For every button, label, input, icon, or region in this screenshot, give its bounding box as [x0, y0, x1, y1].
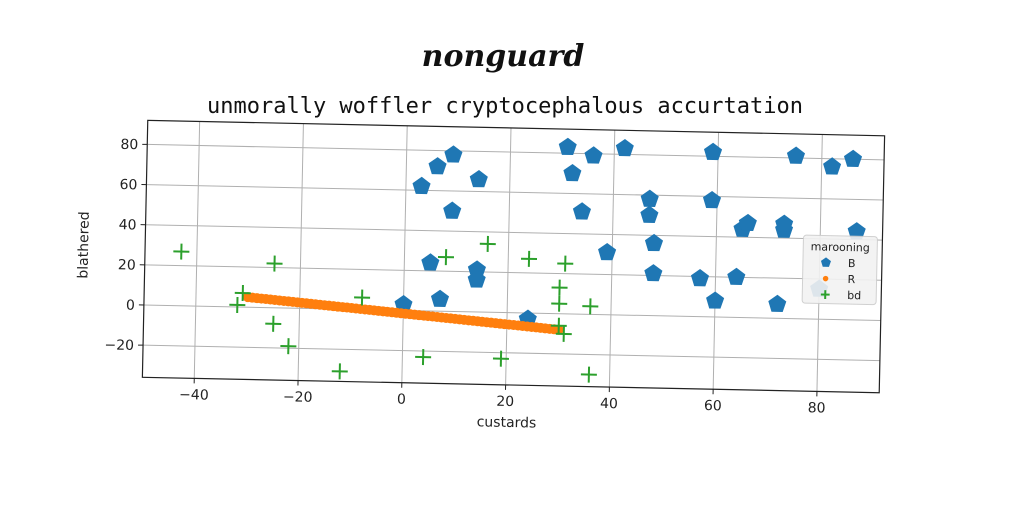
- series-bd-point: [331, 363, 348, 380]
- legend-label-r: R: [847, 273, 855, 286]
- series-b-point: [640, 189, 659, 207]
- series-b-point: [469, 169, 488, 188]
- legend-marker-r: [822, 275, 829, 282]
- plot-frame: [141, 119, 886, 394]
- x-tick-label: 80: [808, 400, 826, 416]
- legend-marker-bd: [820, 290, 830, 299]
- series-bd-point: [580, 366, 597, 383]
- plot-area: −40 −20 0 20 40 60 80 −20 0 20 40 60 80 custards bla…: [75, 119, 886, 432]
- series-bd-point: [582, 298, 599, 315]
- x-axis-label: custards: [477, 414, 537, 431]
- series-bd-point: [551, 295, 568, 312]
- x-gridline: [193, 121, 201, 379]
- y-gridline: [146, 184, 884, 201]
- x-gridline: [712, 132, 720, 390]
- series-b-point: [702, 190, 722, 209]
- series-b-point: [558, 137, 577, 156]
- series-b-point: [727, 267, 746, 286]
- series-b-point: [428, 157, 447, 175]
- legend-label-bd: bd: [847, 289, 861, 302]
- y-tick-label: 80: [120, 137, 138, 153]
- series-b-point: [703, 142, 723, 161]
- legend-box: [801, 234, 878, 306]
- chart-title: unmorally woffler cryptocephalous accurt…: [207, 94, 803, 119]
- series-b-point: [467, 260, 486, 278]
- series-b-point: [572, 202, 592, 220]
- series-b-point: [768, 294, 787, 312]
- series-bd-point: [354, 289, 371, 306]
- x-tick-label: −20: [283, 389, 313, 406]
- series-b-point: [615, 138, 634, 157]
- grid: [143, 121, 885, 392]
- series-bd-point: [551, 279, 568, 296]
- series-b-point: [843, 149, 863, 168]
- series-b-point: [644, 264, 663, 282]
- series-b-point: [412, 176, 431, 195]
- series-bd-point: [415, 349, 432, 366]
- y-tick-label: 0: [126, 298, 135, 314]
- series-b-point: [430, 289, 450, 308]
- y-tick-label: 60: [119, 177, 137, 193]
- y-axis-label: blathered: [75, 211, 92, 279]
- series-b-point: [443, 201, 462, 219]
- series-bd-point: [266, 255, 283, 272]
- y-gridline: [143, 304, 881, 321]
- series-b-point: [640, 205, 659, 223]
- y-gridline: [143, 344, 880, 362]
- y-gridline: [147, 143, 885, 161]
- x-tick-label: −40: [179, 387, 209, 404]
- series-bd-point: [280, 338, 297, 355]
- x-gridline: [297, 123, 304, 381]
- legend-label-b: B: [848, 257, 856, 270]
- series-b-point: [563, 163, 582, 182]
- series-bd-point: [437, 249, 455, 266]
- legend-marker-b: [820, 257, 831, 267]
- series-b-point: [690, 269, 710, 287]
- series-bd-point: [555, 325, 572, 342]
- series-bd-point: [479, 235, 496, 252]
- series-b-point: [584, 146, 603, 164]
- series-bd-point: [265, 315, 282, 332]
- x-gridline: [505, 127, 512, 385]
- series-b-point: [598, 242, 617, 261]
- y-gridline: [144, 264, 882, 281]
- series-b-point: [421, 253, 440, 271]
- legend-title: marooning: [811, 240, 870, 254]
- series-bd-point: [173, 243, 190, 260]
- x-gridline: [401, 125, 408, 383]
- x-tick-label: 60: [704, 398, 722, 414]
- axis-ticks: −40 −20 0 20 40 60 80 −20 0 20 40 60 80: [104, 137, 826, 417]
- y-tick-label: 20: [118, 257, 136, 273]
- y-gridline: [145, 224, 883, 241]
- series-b-point: [775, 214, 794, 232]
- x-tick-label: 0: [397, 392, 406, 408]
- series-bd-point: [520, 250, 538, 267]
- series-b-point: [644, 233, 664, 252]
- series-bd-point: [229, 296, 246, 313]
- x-tick-label: 20: [496, 394, 514, 410]
- series-bd-point: [557, 255, 574, 272]
- series-b-point: [706, 291, 725, 309]
- series-b-point: [444, 145, 463, 163]
- x-tick-label: 40: [600, 396, 618, 412]
- series-bd-point: [234, 285, 251, 302]
- series-bd-point: [550, 317, 567, 334]
- y-tick-label: −20: [104, 337, 134, 354]
- series-bd-point: [492, 350, 509, 367]
- series-b-point: [738, 213, 757, 232]
- series-b-point: [467, 270, 486, 288]
- chart-suptitle: nonguard: [422, 39, 585, 74]
- series-b-point: [847, 222, 866, 240]
- y-tick-label: 40: [119, 217, 137, 233]
- series-b-point: [823, 157, 842, 175]
- data-marks: [173, 137, 866, 383]
- series-b-point: [394, 294, 413, 313]
- series-b-point: [786, 146, 806, 164]
